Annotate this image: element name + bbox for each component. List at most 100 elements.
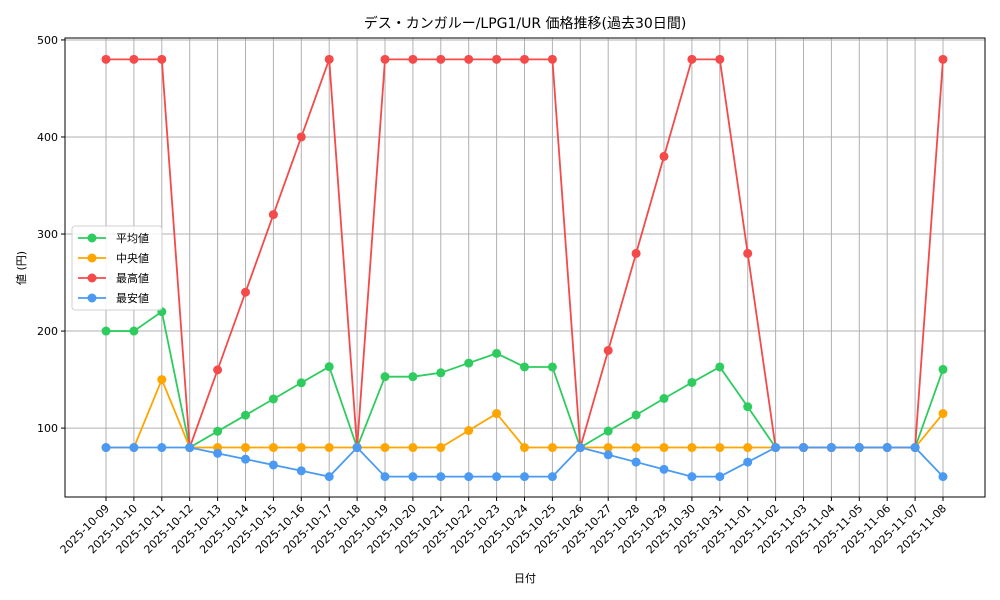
data-point <box>520 472 529 482</box>
data-point <box>631 410 641 420</box>
data-point <box>268 443 278 453</box>
y-tick-label: 300 <box>37 228 58 241</box>
data-point <box>492 54 502 64</box>
data-point <box>380 372 390 382</box>
data-point <box>882 443 892 453</box>
data-point <box>241 443 250 453</box>
data-point <box>687 472 697 482</box>
data-point <box>268 394 278 404</box>
y-axis-ticks: 100 200 300 400 500 <box>37 34 65 435</box>
data-point <box>603 345 613 355</box>
data-point <box>324 362 334 372</box>
data-point <box>575 443 585 453</box>
x-axis-label: 日付 <box>514 572 536 585</box>
data-point <box>492 472 502 482</box>
data-point <box>659 464 669 474</box>
data-point <box>715 472 725 482</box>
data-point <box>938 472 948 482</box>
legend-label: 最安値 <box>116 291 149 305</box>
data-point <box>826 443 836 453</box>
data-point <box>324 472 334 482</box>
data-point <box>268 460 278 470</box>
data-point <box>492 348 502 358</box>
data-point <box>603 450 613 460</box>
y-tick-label: 400 <box>37 131 58 144</box>
data-point <box>324 443 334 453</box>
data-point <box>910 443 920 453</box>
y-tick-label: 500 <box>37 34 58 47</box>
data-point <box>101 326 111 336</box>
data-point <box>408 54 418 64</box>
data-point <box>464 358 474 368</box>
data-point <box>464 54 474 64</box>
grid-lines <box>65 38 985 497</box>
legend-marker-icon <box>87 233 97 243</box>
legend-item: 中央値 <box>78 252 149 265</box>
data-point <box>380 54 390 64</box>
data-point <box>436 443 446 453</box>
data-point <box>520 362 529 372</box>
data-point <box>715 54 725 64</box>
data-point <box>213 448 223 458</box>
legend-item: 平均値 <box>78 232 149 245</box>
series-lines <box>101 54 948 482</box>
data-point <box>687 443 697 453</box>
legend-marker-icon <box>87 253 97 263</box>
data-point <box>799 443 808 453</box>
data-point <box>101 443 111 453</box>
data-point <box>436 54 446 64</box>
data-point <box>268 210 278 220</box>
data-point <box>687 54 697 64</box>
data-point <box>213 426 223 436</box>
data-point <box>520 54 529 64</box>
data-point <box>436 472 446 482</box>
legend-label: 最高値 <box>116 271 149 285</box>
data-point <box>938 364 948 374</box>
data-point <box>213 365 223 375</box>
data-point <box>464 472 474 482</box>
data-point <box>631 457 641 467</box>
data-point <box>296 132 306 142</box>
legend-box <box>71 225 163 311</box>
data-point <box>743 402 753 412</box>
data-point <box>938 409 948 419</box>
data-point <box>157 54 167 64</box>
data-point <box>352 443 362 453</box>
data-point <box>743 443 753 453</box>
data-point <box>631 248 641 258</box>
data-point <box>157 375 167 385</box>
data-point <box>380 472 390 482</box>
data-point <box>241 287 250 297</box>
legend-marker-icon <box>87 293 97 303</box>
legend-label: 中央値 <box>116 252 149 265</box>
x-axis-ticks: 2025-10-092025-10-102025-10-112025-10-12… <box>58 497 949 556</box>
legend-item: 最安値 <box>78 291 149 305</box>
data-point <box>408 443 418 453</box>
data-point <box>101 54 111 64</box>
data-point <box>296 378 306 388</box>
data-point <box>631 443 641 453</box>
data-point <box>547 443 557 453</box>
data-point <box>743 248 753 258</box>
data-point <box>380 443 390 453</box>
data-point <box>157 443 167 453</box>
legend-label: 平均値 <box>116 232 149 245</box>
data-point <box>296 466 306 476</box>
data-point <box>547 362 557 372</box>
data-point <box>464 426 474 436</box>
data-point <box>659 151 669 161</box>
data-point <box>241 454 250 464</box>
series-最安値 <box>101 443 948 482</box>
data-point <box>715 443 725 453</box>
data-point <box>408 472 418 482</box>
data-point <box>408 372 418 382</box>
data-point <box>743 457 753 467</box>
data-point <box>547 472 557 482</box>
data-point <box>241 410 250 420</box>
data-point <box>129 54 139 64</box>
data-point <box>687 377 697 387</box>
y-axis-label: 値 (円) <box>15 251 28 285</box>
legend-marker-icon <box>87 273 97 283</box>
